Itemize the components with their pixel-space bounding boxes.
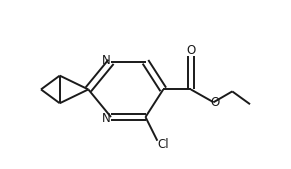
Text: O: O bbox=[210, 96, 219, 109]
Text: Cl: Cl bbox=[157, 138, 169, 151]
Text: O: O bbox=[186, 44, 196, 57]
Text: N: N bbox=[102, 112, 111, 125]
Text: N: N bbox=[102, 54, 111, 67]
